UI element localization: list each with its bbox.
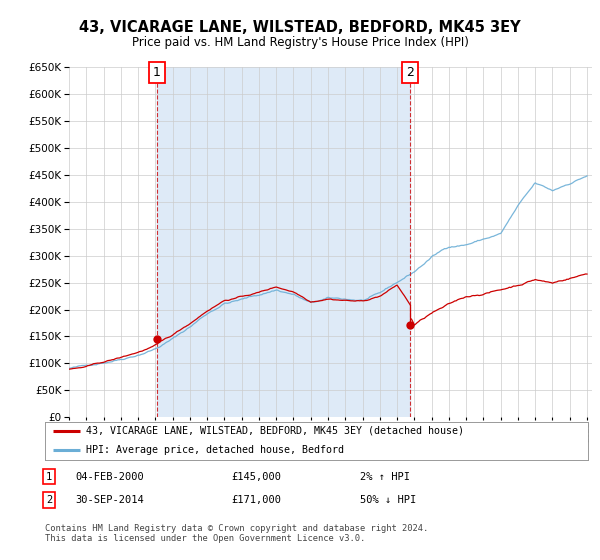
Text: 2: 2 (46, 495, 52, 505)
Text: 04-FEB-2000: 04-FEB-2000 (75, 472, 144, 482)
Text: £145,000: £145,000 (231, 472, 281, 482)
Text: 1: 1 (153, 66, 161, 79)
Text: 50% ↓ HPI: 50% ↓ HPI (360, 495, 416, 505)
Text: Price paid vs. HM Land Registry's House Price Index (HPI): Price paid vs. HM Land Registry's House … (131, 36, 469, 49)
Text: Contains HM Land Registry data © Crown copyright and database right 2024.
This d: Contains HM Land Registry data © Crown c… (45, 524, 428, 543)
Text: 2% ↑ HPI: 2% ↑ HPI (360, 472, 410, 482)
Text: HPI: Average price, detached house, Bedford: HPI: Average price, detached house, Bedf… (86, 445, 344, 455)
Text: 43, VICARAGE LANE, WILSTEAD, BEDFORD, MK45 3EY: 43, VICARAGE LANE, WILSTEAD, BEDFORD, MK… (79, 20, 521, 35)
Text: 2: 2 (406, 66, 414, 79)
Text: 30-SEP-2014: 30-SEP-2014 (75, 495, 144, 505)
Bar (157, 67, 410, 417)
Text: 43, VICARAGE LANE, WILSTEAD, BEDFORD, MK45 3EY (detached house): 43, VICARAGE LANE, WILSTEAD, BEDFORD, MK… (86, 426, 464, 436)
Text: 1: 1 (46, 472, 52, 482)
Text: £171,000: £171,000 (231, 495, 281, 505)
